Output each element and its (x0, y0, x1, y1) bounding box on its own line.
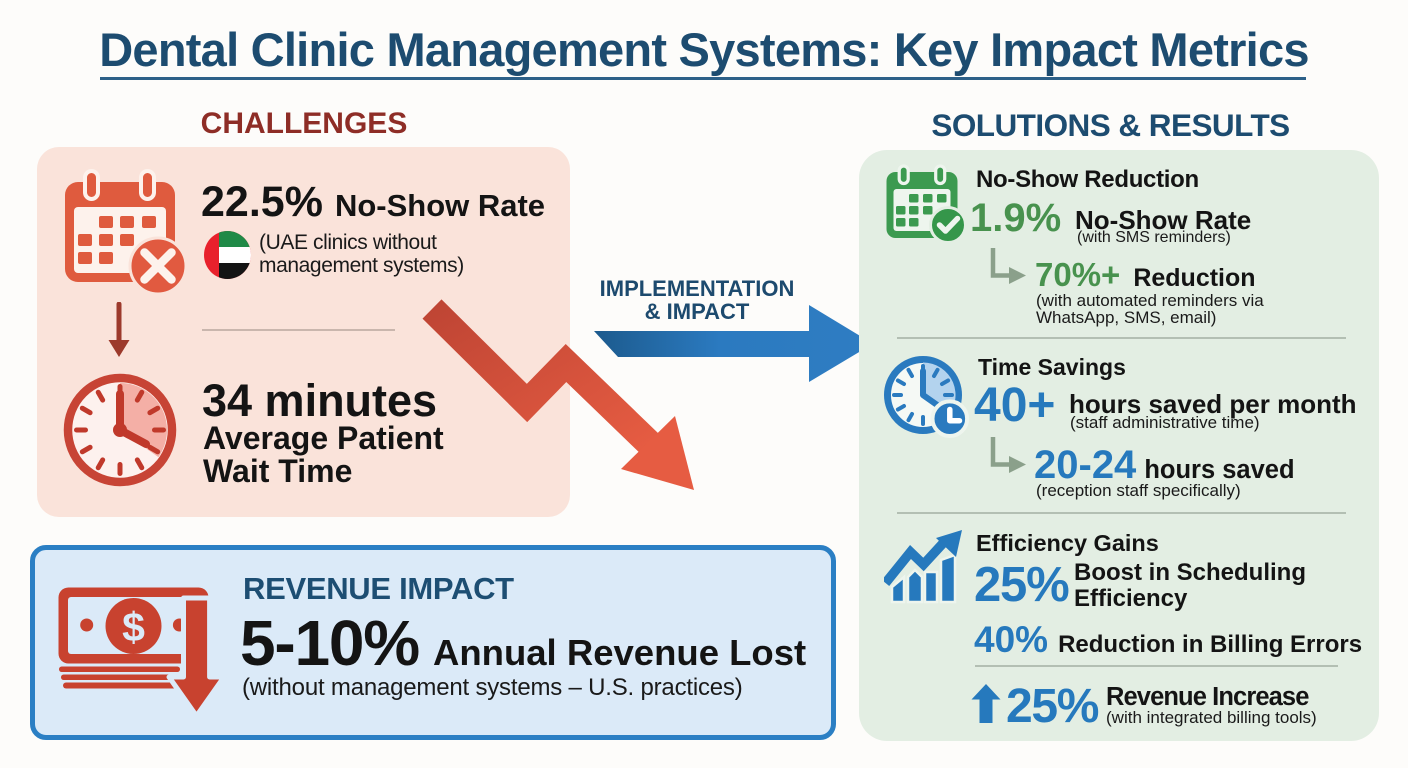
svg-text:$: $ (122, 604, 145, 650)
